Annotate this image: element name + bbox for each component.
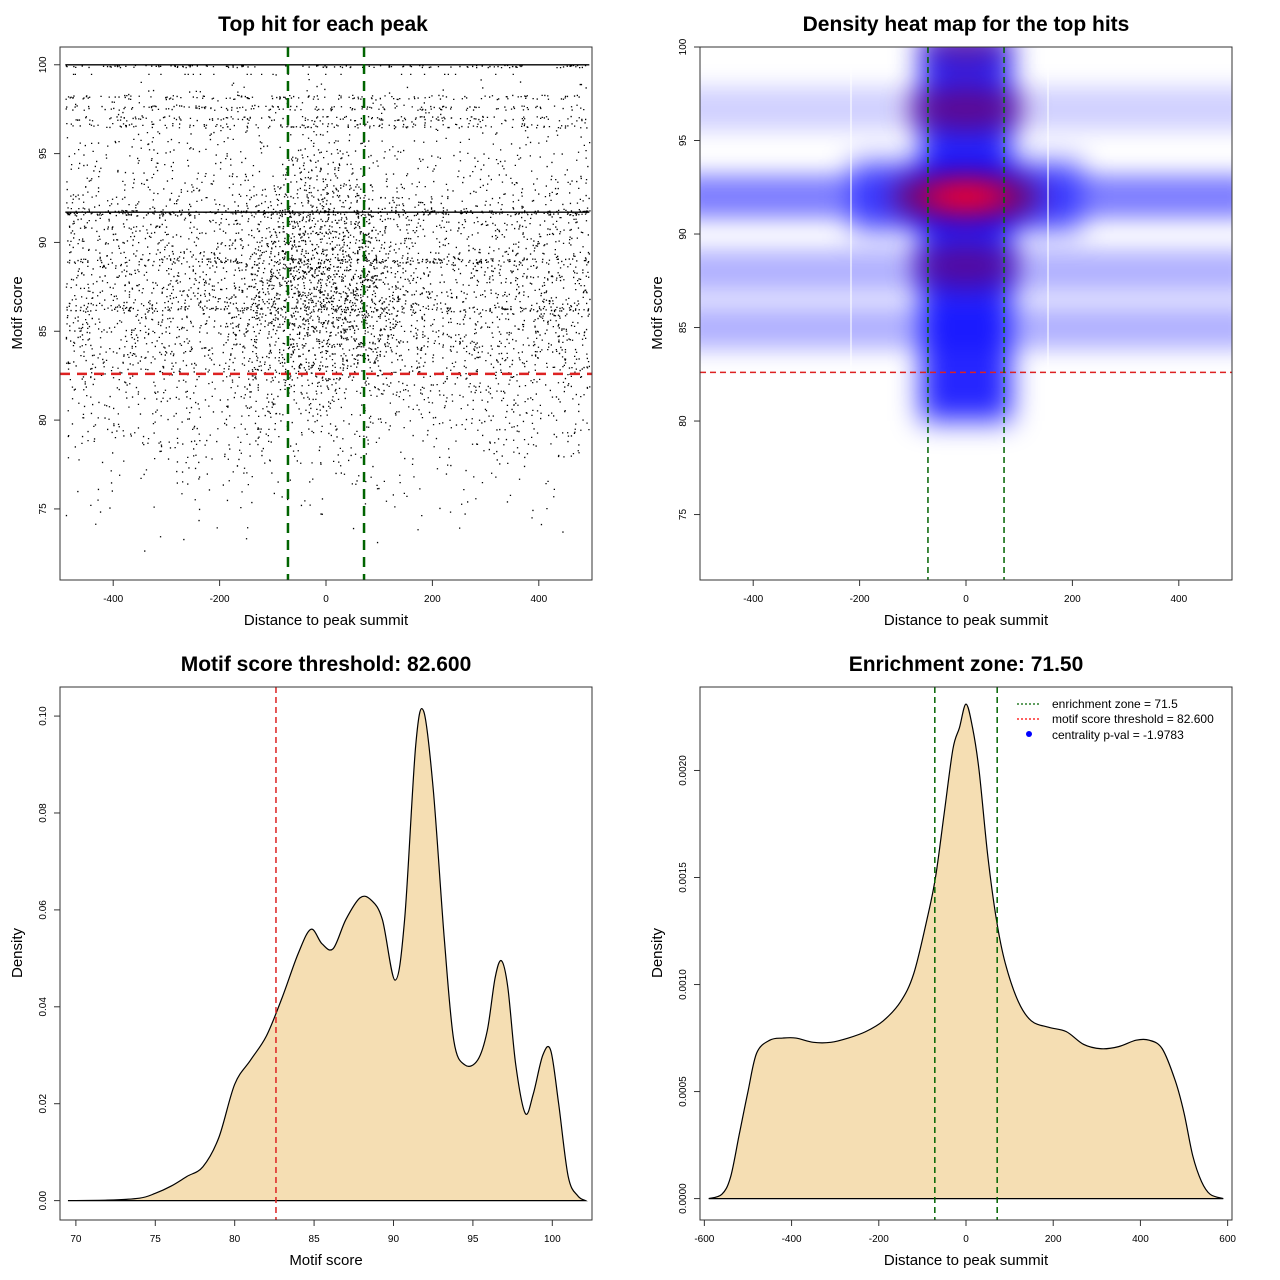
distance-density-y-tick-label: 0.0015	[678, 862, 689, 893]
distance-density-area	[708, 703, 1224, 1200]
scatter-axes: -400 -200 0 200 400 75 80 85 90 95 100	[38, 56, 548, 605]
heatmap-y-tick-label: 85	[678, 322, 689, 334]
score-density-y-tick-label: 0.04	[38, 997, 49, 1017]
scatter-y-tick-label: 95	[38, 148, 49, 160]
distance-density-xlabel: Distance to peak summit	[884, 1252, 1049, 1269]
scatter-xlabel: Distance to peak summit	[244, 612, 409, 629]
panel-heatmap: Density heat map for the top hits -400 -2…	[649, 13, 1233, 629]
scatter-title: Top hit for each peak	[218, 13, 428, 36]
heatmap-y-tick-label: 75	[678, 509, 689, 521]
heatmap-y-tick-label: 95	[678, 135, 689, 147]
scatter-x-tick-label: -400	[103, 594, 123, 605]
panel-distance-density: Enrichment zone: 71.50 -600 -400 -200 0 200 4…	[649, 653, 1236, 1269]
score-density-x-tick-label: 95	[467, 1234, 479, 1245]
score-density-ylabel: Density	[9, 927, 26, 978]
score-density-curve	[67, 707, 588, 1202]
scatter-x-tick-label: 400	[530, 594, 547, 605]
distance-density-y-tick-label: 0.0000	[678, 1183, 689, 1214]
score-density-area	[67, 707, 588, 1202]
scatter-x-tick-label: 0	[323, 594, 329, 605]
distance-density-y-tick-label: 0.0020	[678, 755, 689, 786]
score-density-y-tick-label: 0.02	[38, 1094, 49, 1114]
distance-density-title: Enrichment zone: 71.50	[849, 653, 1084, 676]
distance-density-x-tick-label: 600	[1219, 1234, 1236, 1245]
score-density-y-tick-label: 0.08	[38, 803, 49, 823]
distance-density-x-tick-label: -600	[694, 1234, 714, 1245]
score-density-x-tick-label: 90	[388, 1234, 400, 1245]
score-density-x-tick-label: 80	[229, 1234, 241, 1245]
distance-density-x-tick-label: 400	[1132, 1234, 1149, 1245]
distance-density-y-tick-label: 0.0005	[678, 1076, 689, 1107]
heatmap-hotspot	[924, 47, 1008, 69]
distance-density-axes: -600 -400 -200 0 200 400 600 0.0000 0.0005 0.0010…	[678, 755, 1236, 1245]
legend-label-enrichment: enrichment zone = 71.5	[1052, 697, 1178, 711]
score-density-title: Motif score threshold: 82.600	[181, 653, 472, 676]
distance-density-ylabel: Density	[649, 927, 666, 978]
scatter-points	[65, 64, 591, 552]
heatmap-hotspot-core	[928, 183, 1004, 210]
score-density-x-tick-label: 75	[150, 1234, 162, 1245]
heatmap-density	[700, 47, 1232, 422]
heatmap-lower-fade	[700, 500, 1232, 580]
legend-label-threshold: motif score threshold = 82.600	[1052, 712, 1214, 726]
heatmap-xlabel: Distance to peak summit	[884, 612, 1049, 629]
heatmap-area	[700, 47, 1232, 580]
legend: enrichment zone = 71.5 motif score thres…	[1017, 697, 1214, 742]
heatmap-y-tick-label: 80	[678, 415, 689, 427]
heatmap-x-tick-label: -200	[850, 594, 870, 605]
scatter-x-tick-label: -200	[210, 594, 230, 605]
scatter-y-tick-label: 75	[38, 503, 49, 515]
heatmap-axes: -400 -200 0 200 400 75 80 85 90 95 100	[678, 38, 1188, 605]
heatmap-hotspot	[913, 243, 1019, 288]
score-density-y-tick-label: 0.06	[38, 900, 49, 920]
score-density-x-tick-label: 85	[309, 1234, 321, 1245]
distance-density-x-tick-label: -400	[782, 1234, 802, 1245]
heatmap-y-tick-label: 100	[678, 38, 689, 55]
distance-density-curve	[708, 703, 1224, 1200]
score-density-axes: 70 75 80 85 90 95 100 0.00 0.02 0.04 0.06 0.08 0.10	[38, 706, 561, 1245]
score-density-xlabel: Motif score	[289, 1252, 362, 1269]
scatter-y-tick-label: 85	[38, 325, 49, 337]
scatter-ylabel: Motif score	[9, 276, 26, 349]
heatmap-x-tick-label: 200	[1064, 594, 1081, 605]
legend-label-centrality: centrality p-val = -1.9783	[1052, 728, 1184, 742]
panel-score-density: Motif score threshold: 82.600 70 75 80 85 90…	[9, 653, 593, 1269]
distance-density-x-tick-label: 0	[963, 1234, 969, 1245]
score-density-x-tick-label: 70	[70, 1234, 82, 1245]
heatmap-ylabel: Motif score	[649, 276, 666, 349]
heatmap-x-tick-label: -400	[743, 594, 763, 605]
panel-scatter: Top hit for each peak -400 -200 0 200 400 75 8…	[9, 13, 593, 629]
legend-swatch-centrality	[1026, 731, 1032, 737]
score-density-y-tick-label: 0.10	[38, 706, 49, 726]
heatmap-y-tick-label: 90	[678, 228, 689, 240]
scatter-y-tick-label: 100	[38, 56, 49, 73]
scatter-x-tick-label: 200	[424, 594, 441, 605]
heatmap-x-tick-label: 400	[1170, 594, 1187, 605]
score-density-y-tick-label: 0.00	[38, 1190, 49, 1210]
heatmap-hotspot	[909, 86, 1023, 131]
scatter-y-tick-label: 90	[38, 236, 49, 248]
score-density-x-tick-label: 100	[544, 1234, 561, 1245]
distance-density-x-tick-label: 200	[1045, 1234, 1062, 1245]
distance-density-x-tick-label: -200	[869, 1234, 889, 1245]
scatter-y-tick-label: 80	[38, 414, 49, 426]
scatter-point-cloud	[65, 64, 591, 552]
distance-density-y-tick-label: 0.0010	[678, 969, 689, 1000]
heatmap-title: Density heat map for the top hits	[803, 13, 1130, 36]
heatmap-x-tick-label: 0	[963, 594, 969, 605]
